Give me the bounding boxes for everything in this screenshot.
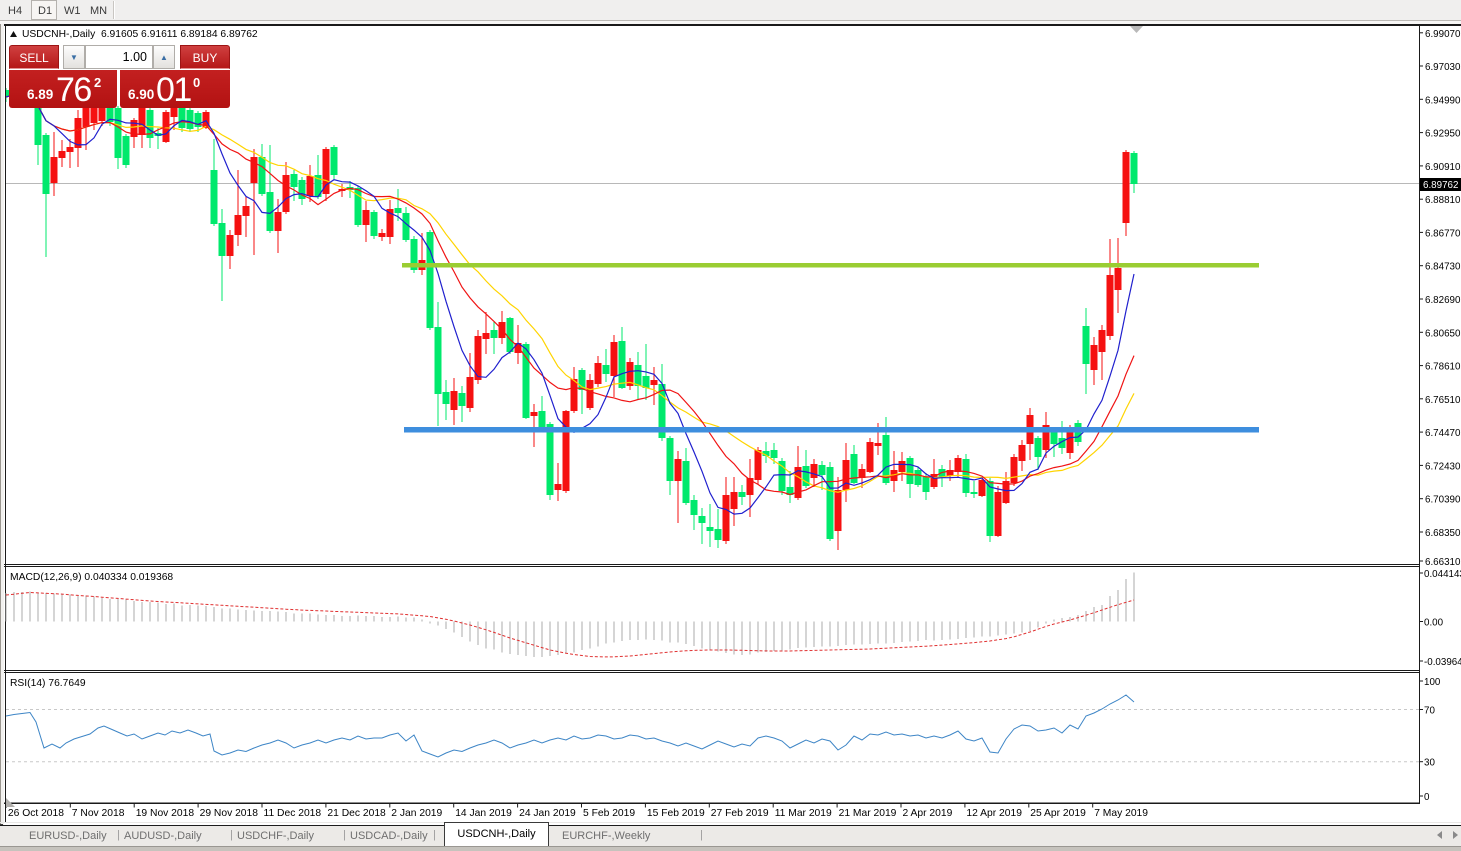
svg-text:6.89762: 6.89762 — [1423, 180, 1458, 191]
svg-text:0.00: 0.00 — [1424, 618, 1444, 629]
svg-text:6.70390: 6.70390 — [1425, 495, 1461, 506]
svg-text:6.74470: 6.74470 — [1425, 428, 1461, 439]
svg-text:W1: W1 — [64, 5, 81, 17]
svg-text:RSI(14) 76.7649: RSI(14) 76.7649 — [10, 678, 86, 689]
svg-text:30: 30 — [1424, 758, 1435, 769]
svg-text:2 Jan 2019: 2 Jan 2019 — [391, 808, 442, 819]
svg-text:MACD(12,26,9) 0.040334 0.01936: MACD(12,26,9) 0.040334 0.019368 — [10, 572, 173, 583]
svg-text:29 Nov 2018: 29 Nov 2018 — [200, 808, 259, 819]
svg-text:6.78610: 6.78610 — [1425, 362, 1461, 373]
svg-text:21 Dec 2018: 21 Dec 2018 — [327, 808, 386, 819]
svg-text:6.90910: 6.90910 — [1425, 162, 1461, 173]
svg-text:D1: D1 — [38, 5, 52, 17]
svg-text:-0.03964: -0.03964 — [1424, 657, 1461, 668]
svg-text:6.94990: 6.94990 — [1425, 95, 1461, 106]
svg-text:19 Nov 2018: 19 Nov 2018 — [136, 808, 195, 819]
svg-text:27 Feb 2019: 27 Feb 2019 — [711, 808, 769, 819]
svg-text:12 Apr 2019: 12 Apr 2019 — [966, 808, 1022, 819]
svg-text:6.76510: 6.76510 — [1425, 395, 1461, 406]
svg-text:11 Mar 2019: 11 Mar 2019 — [775, 808, 832, 819]
svg-text:6.66310: 6.66310 — [1425, 557, 1461, 568]
svg-text:7 May 2019: 7 May 2019 — [1094, 808, 1148, 819]
svg-text:14 Jan 2019: 14 Jan 2019 — [455, 808, 512, 819]
svg-text:26 Oct 2018: 26 Oct 2018 — [8, 808, 64, 819]
svg-text:11 Dec 2018: 11 Dec 2018 — [264, 808, 322, 819]
svg-text:6.99070: 6.99070 — [1425, 29, 1461, 40]
svg-text:24 Jan 2019: 24 Jan 2019 — [519, 808, 576, 819]
svg-text:6.82690: 6.82690 — [1425, 295, 1461, 306]
svg-text:0: 0 — [1424, 792, 1430, 803]
svg-text:5 Feb 2019: 5 Feb 2019 — [583, 808, 635, 819]
svg-text:6.80650: 6.80650 — [1425, 328, 1461, 339]
svg-text:100: 100 — [1424, 677, 1441, 688]
svg-text:6.68350: 6.68350 — [1425, 528, 1461, 539]
svg-text:70: 70 — [1424, 706, 1435, 717]
svg-text:6.92950: 6.92950 — [1425, 129, 1461, 140]
svg-text:6.86770: 6.86770 — [1425, 228, 1461, 239]
svg-text:6.97030: 6.97030 — [1425, 62, 1461, 73]
svg-text:6.88810: 6.88810 — [1425, 195, 1461, 206]
svg-text:2 Apr 2019: 2 Apr 2019 — [903, 808, 953, 819]
svg-text:15 Feb 2019: 15 Feb 2019 — [647, 808, 705, 819]
svg-text:25 Apr 2019: 25 Apr 2019 — [1030, 808, 1086, 819]
svg-text:21 Mar 2019: 21 Mar 2019 — [839, 808, 897, 819]
svg-text:H4: H4 — [8, 5, 22, 17]
svg-text:0.044143: 0.044143 — [1424, 569, 1461, 580]
svg-text:USDCNH-,Daily 6.91605 6.91611: USDCNH-,Daily 6.91605 6.91611 6.89184 6.… — [22, 29, 258, 40]
svg-text:6.84730: 6.84730 — [1425, 262, 1461, 273]
svg-text:6.72430: 6.72430 — [1425, 461, 1461, 472]
svg-text:7 Nov 2018: 7 Nov 2018 — [72, 808, 125, 819]
svg-text:MN: MN — [90, 5, 107, 17]
